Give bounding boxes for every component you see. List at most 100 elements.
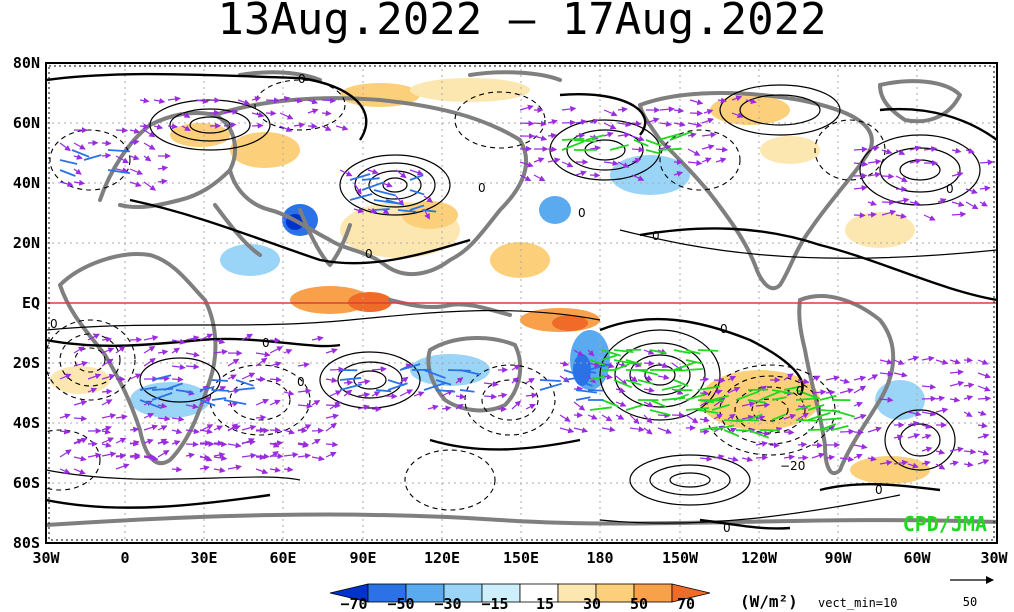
flux-vector	[839, 456, 855, 463]
flux-vector	[129, 426, 140, 433]
contour-label: 0	[796, 384, 804, 398]
flux-vector	[325, 402, 341, 409]
lon-tick-label: 120W	[741, 549, 778, 567]
strong-flux-vector	[211, 397, 227, 401]
strong-flux-vector	[573, 139, 597, 143]
flux-vector	[963, 395, 974, 401]
strong-flux-vector	[59, 169, 76, 177]
lat-tick-label: 20N	[13, 234, 40, 252]
flux-vector	[643, 386, 655, 393]
flux-vector	[977, 372, 992, 379]
flux-vector	[853, 160, 869, 167]
flux-vector	[631, 135, 645, 142]
strong-flux-vector	[673, 393, 690, 401]
strong-flux-vector	[723, 419, 743, 423]
flux-vector	[185, 428, 200, 435]
flux-vector	[587, 361, 601, 368]
flux-vector	[601, 414, 613, 422]
flux-vector	[687, 132, 697, 139]
contour-label: 0	[365, 247, 373, 261]
strong-flux-vector	[423, 382, 447, 391]
strong-flux-vector	[373, 208, 390, 211]
flux-vector	[129, 452, 141, 459]
lon-tick-label: 180	[586, 549, 613, 567]
flux-vector	[935, 359, 949, 365]
flux-vector	[237, 99, 251, 106]
strong-flux-vector	[459, 369, 481, 376]
flux-vector	[963, 448, 977, 455]
strong-flux-vector	[339, 377, 362, 381]
flux-vector	[657, 362, 669, 368]
flux-vector	[949, 446, 964, 453]
flux-vector	[255, 468, 269, 475]
strong-flux-vector	[339, 383, 362, 391]
flux-vector	[559, 427, 575, 434]
flux-vector	[783, 429, 795, 436]
flux-vector	[213, 425, 224, 431]
flux-vector	[427, 404, 439, 411]
flux-vector	[157, 415, 171, 422]
strong-flux-vector	[601, 349, 621, 357]
flux-vector	[965, 201, 979, 210]
strong-flux-vector	[459, 389, 475, 393]
strong-flux-vector	[759, 390, 782, 401]
strong-flux-vector	[699, 426, 718, 431]
flux-vector	[87, 373, 102, 380]
flux-vector	[533, 157, 545, 164]
flux-vector	[629, 414, 640, 425]
flux-vector	[979, 185, 991, 192]
colorbar-tick-label: 30	[583, 595, 601, 612]
flux-vector	[921, 395, 937, 402]
flux-vector	[603, 109, 618, 117]
strong-flux-vector	[107, 149, 130, 153]
flux-vector	[269, 466, 282, 473]
flux-vector	[713, 397, 726, 407]
map-frame	[45, 62, 998, 544]
flux-vector	[199, 428, 213, 435]
flux-vector	[547, 146, 558, 153]
flux-vector	[559, 414, 571, 422]
flux-vector	[907, 420, 920, 427]
flux-vector	[701, 117, 715, 124]
flux-vector	[879, 358, 894, 365]
flux-vector	[283, 428, 296, 435]
flux-vector	[977, 395, 992, 402]
flux-vector	[895, 212, 907, 219]
flux-vector	[717, 97, 727, 104]
flux-vector	[87, 333, 100, 341]
flux-vector	[559, 360, 570, 367]
flux-vector	[101, 441, 112, 448]
flux-vector	[561, 119, 576, 126]
flux-vector	[297, 388, 312, 395]
flux-vector	[241, 439, 256, 446]
map-inner-frame	[48, 65, 995, 541]
flux-vector	[907, 355, 920, 362]
strong-flux-vector	[649, 399, 667, 408]
flux-vector	[311, 400, 321, 406]
strong-flux-vector	[633, 139, 649, 147]
flux-vector	[657, 374, 670, 381]
colorbar-tick-label: −30	[434, 595, 461, 612]
flux-vector	[371, 391, 381, 397]
flux-vector	[143, 181, 157, 191]
flux-vector	[689, 99, 704, 106]
flux-vector	[825, 425, 836, 433]
flux-vector	[213, 386, 227, 393]
latitude-axis: 80N 60N 40N 20N EQ 20S 40S 60S 80S	[13, 54, 40, 552]
flux-vector	[783, 413, 797, 420]
strong-flux-vector	[819, 394, 837, 401]
strong-flux-vector	[685, 368, 703, 371]
flux-vector	[227, 358, 240, 367]
flux-vector	[87, 452, 102, 459]
lon-tick-label: 90W	[824, 549, 852, 567]
flux-vector	[399, 389, 413, 397]
strong-flux-vector	[175, 389, 194, 394]
flux-vector	[223, 108, 239, 115]
flux-vector	[157, 165, 169, 172]
flux-vector	[293, 122, 306, 129]
flux-vector	[589, 118, 600, 125]
flux-vector	[603, 131, 614, 138]
flux-vector	[171, 376, 184, 383]
flux-vector	[157, 349, 169, 356]
flux-vector	[143, 357, 156, 367]
